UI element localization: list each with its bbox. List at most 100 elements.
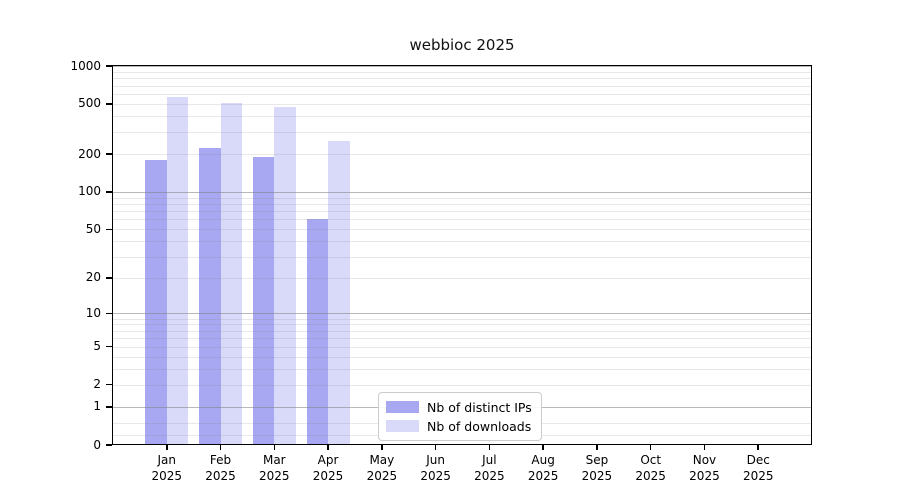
y-tick-label: 10 bbox=[85, 305, 101, 320]
x-tick-label-apr: Apr 2025 bbox=[298, 452, 358, 484]
x-tick-month: Nov bbox=[692, 453, 717, 467]
y-tick-mark bbox=[106, 153, 112, 155]
gridline-minor bbox=[113, 318, 812, 320]
x-tick-mark bbox=[166, 445, 168, 450]
x-tick-year: 2025 bbox=[259, 469, 290, 483]
x-tick-label-jan: Jan 2025 bbox=[137, 452, 197, 484]
x-tick-mark bbox=[703, 445, 706, 450]
gridline-minor bbox=[113, 324, 812, 326]
y-tick-label: 5 bbox=[93, 339, 101, 354]
x-tick-mark bbox=[327, 445, 329, 450]
gridline-minor bbox=[113, 241, 812, 243]
y-tick-mark bbox=[106, 406, 112, 408]
x-tick-label-may: May 2025 bbox=[352, 452, 412, 484]
legend-swatch-downloads bbox=[386, 420, 419, 432]
y-tick-label: 50 bbox=[85, 221, 101, 236]
gridline-minor bbox=[113, 219, 812, 221]
x-tick-label-jun: Jun 2025 bbox=[406, 452, 466, 484]
x-tick-mark bbox=[649, 445, 652, 450]
x-tick-month: Jan bbox=[157, 453, 177, 467]
gridline-minor bbox=[113, 93, 812, 95]
x-tick-label-jul: Jul 2025 bbox=[459, 452, 519, 484]
y-tick-mark bbox=[106, 312, 112, 315]
gridline-minor bbox=[113, 229, 812, 231]
y-tick-mark bbox=[106, 103, 112, 105]
x-tick-label-nov: Nov 2025 bbox=[674, 452, 734, 484]
x-tick-mark bbox=[381, 445, 383, 450]
bar-distinct-ips-apr bbox=[306, 219, 329, 445]
y-tick-mark bbox=[106, 383, 112, 386]
gridline-minor bbox=[113, 384, 812, 386]
gridline-minor bbox=[113, 197, 812, 199]
x-tick-month: Mar bbox=[262, 453, 286, 467]
gridline-minor bbox=[113, 277, 812, 279]
y-tick-mark bbox=[106, 277, 112, 279]
y-tick-label: 100 bbox=[78, 184, 101, 199]
x-tick-label-oct: Oct 2025 bbox=[621, 452, 681, 484]
x-tick-mark bbox=[596, 445, 598, 450]
x-tick-month: Feb bbox=[209, 453, 232, 467]
x-tick-month: Apr bbox=[317, 453, 339, 467]
y-tick-mark bbox=[106, 444, 112, 446]
legend-item-downloads: Nb of downloads bbox=[386, 418, 532, 434]
legend: Nb of distinct IPs Nb of downloads bbox=[378, 392, 542, 441]
gridline-minor bbox=[113, 256, 812, 258]
x-tick-label-aug: Aug 2025 bbox=[513, 452, 573, 484]
y-tick-mark bbox=[106, 228, 112, 231]
bar-downloads-feb bbox=[220, 102, 243, 445]
x-tick-label-dec: Dec 2025 bbox=[728, 452, 788, 484]
x-tick-month: Oct bbox=[640, 453, 662, 467]
x-tick-month: Jul bbox=[482, 453, 497, 467]
x-tick-year: 2025 bbox=[581, 469, 613, 483]
bar-distinct-ips-jan bbox=[145, 160, 167, 445]
gridline-minor bbox=[113, 338, 812, 340]
x-tick-mark bbox=[434, 445, 437, 450]
x-tick-month: Sep bbox=[585, 453, 609, 467]
bar-distinct-ips-mar bbox=[252, 156, 275, 445]
x-tick-month: Jun bbox=[426, 453, 445, 467]
bar-downloads-jan bbox=[166, 96, 189, 445]
x-tick-year: 2025 bbox=[420, 469, 451, 483]
gridline-major bbox=[113, 313, 812, 315]
y-tick-label: 2 bbox=[93, 377, 101, 392]
gridline-minor bbox=[113, 368, 812, 370]
x-tick-mark bbox=[542, 445, 544, 450]
x-tick-year: 2025 bbox=[689, 469, 720, 483]
x-tick-label-mar: Mar 2025 bbox=[244, 452, 304, 484]
x-tick-mark bbox=[757, 445, 759, 450]
gridline-minor bbox=[113, 103, 812, 105]
x-tick-year: 2025 bbox=[527, 469, 559, 483]
gridline-minor bbox=[113, 356, 812, 358]
chart-title: webbioc 2025 bbox=[409, 36, 515, 54]
x-tick-year: 2025 bbox=[635, 469, 666, 483]
x-tick-year: 2025 bbox=[312, 469, 344, 483]
y-tick-label: 1000 bbox=[70, 58, 101, 73]
gridline-minor bbox=[113, 131, 812, 133]
x-tick-year: 2025 bbox=[366, 469, 398, 483]
x-tick-mark bbox=[273, 445, 276, 450]
x-tick-year: 2025 bbox=[474, 469, 505, 483]
gridline-minor bbox=[113, 211, 812, 213]
gridline-minor bbox=[113, 116, 812, 118]
legend-label-distinct-ips: Nb of distinct IPs bbox=[427, 399, 532, 415]
y-tick-mark bbox=[106, 345, 112, 348]
y-tick-mark bbox=[106, 65, 112, 67]
gridline-minor bbox=[113, 78, 812, 80]
x-tick-month: Dec bbox=[746, 453, 770, 467]
x-tick-year: 2025 bbox=[151, 469, 183, 483]
gridline-minor bbox=[113, 71, 812, 73]
x-tick-label-feb: Feb 2025 bbox=[191, 452, 251, 484]
gridline-major bbox=[113, 191, 812, 193]
legend-swatch-distinct-ips bbox=[386, 401, 419, 413]
bar-distinct-ips-feb bbox=[199, 148, 221, 445]
bar-downloads-apr bbox=[328, 140, 350, 445]
y-tick-label: 20 bbox=[85, 270, 101, 285]
gridline-minor bbox=[113, 85, 812, 87]
legend-item-distinct-ips: Nb of distinct IPs bbox=[386, 399, 532, 415]
x-tick-year: 2025 bbox=[205, 469, 236, 483]
gridline-minor bbox=[113, 154, 812, 156]
y-tick-label: 500 bbox=[78, 96, 101, 111]
gridline-minor bbox=[113, 346, 812, 348]
x-tick-label-sep: Sep 2025 bbox=[567, 452, 627, 484]
